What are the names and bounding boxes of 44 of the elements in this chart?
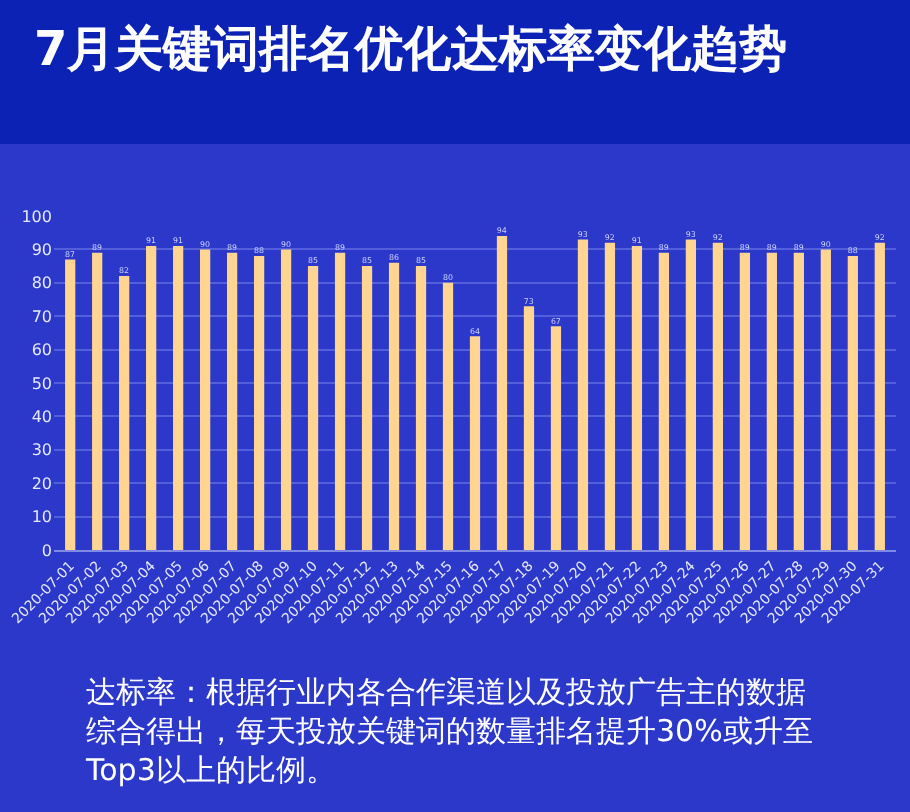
bar	[388, 262, 400, 550]
bar	[280, 249, 292, 550]
bar	[307, 266, 319, 550]
bar	[442, 282, 454, 550]
bar	[173, 246, 184, 550]
text: 达标率：根据行业内各合作渠道以及投放广告主的数据综合得出，每天投放关键词的数量排名提升30%或升至Top3以上的比例。	[84, 674, 813, 788]
bar	[604, 242, 616, 550]
bar	[820, 249, 831, 550]
bar	[496, 236, 508, 550]
y-tick-label: 0	[41, 541, 52, 560]
y-tick-label: 90	[31, 241, 52, 259]
bar	[739, 252, 750, 550]
y-tick-label: 80	[31, 274, 52, 293]
bar	[847, 256, 858, 550]
y-tick-label: 40	[31, 408, 52, 426]
y-tick-label: 60	[31, 341, 52, 360]
y-tick-label: 20	[31, 474, 52, 493]
y-tick-label: 100	[21, 207, 52, 226]
bar	[658, 252, 670, 550]
bar	[253, 256, 265, 550]
bar	[65, 259, 76, 550]
bar	[631, 246, 643, 550]
bar	[685, 239, 697, 550]
bar	[415, 266, 427, 550]
bar	[874, 242, 885, 550]
bar	[92, 252, 103, 550]
bar	[226, 252, 238, 550]
chart-title: 7月关键词排名优化达标率变化趋势	[34, 20, 788, 77]
bar	[766, 252, 777, 550]
bar	[469, 336, 481, 550]
bar	[577, 239, 589, 550]
bar	[334, 252, 346, 550]
bar	[200, 249, 211, 550]
bar	[550, 326, 562, 550]
y-tick-label: 70	[31, 307, 52, 326]
bar	[523, 306, 535, 550]
y-tick-label: 10	[31, 508, 52, 527]
bar	[361, 266, 373, 550]
y-tick-label: 50	[31, 374, 52, 393]
bar	[793, 252, 804, 550]
bar	[146, 246, 157, 550]
bar	[119, 276, 130, 550]
bar	[712, 242, 724, 550]
y-tick-label: 30	[31, 441, 52, 460]
